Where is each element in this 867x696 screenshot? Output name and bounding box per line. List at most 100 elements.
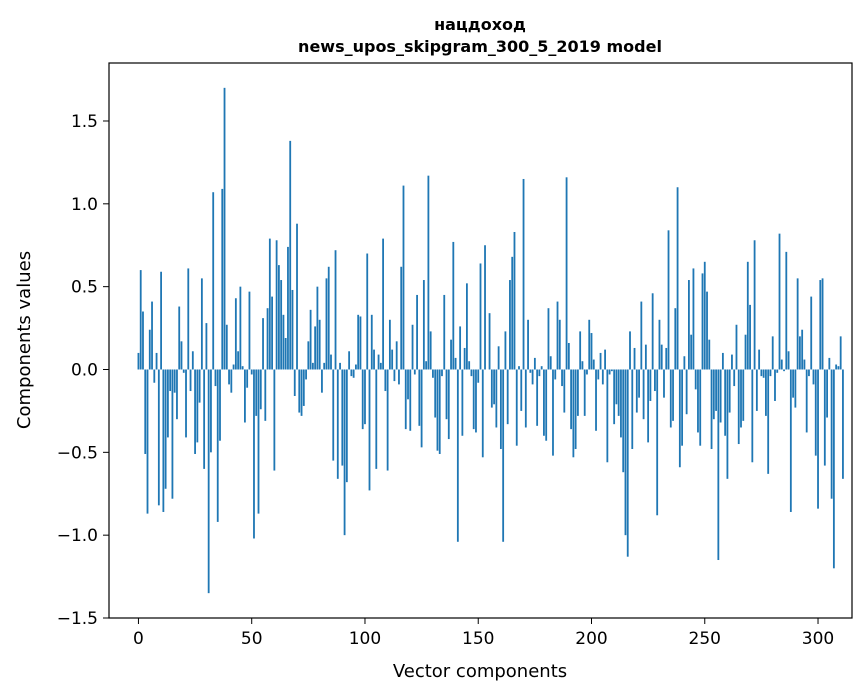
bar <box>164 369 167 489</box>
bar <box>348 351 351 370</box>
bar <box>203 369 206 469</box>
bar <box>579 331 582 370</box>
bar <box>769 369 772 377</box>
bar <box>735 324 738 370</box>
bar <box>719 369 722 423</box>
bar <box>746 261 749 370</box>
bar <box>302 369 305 406</box>
bar <box>577 369 579 416</box>
bar <box>601 369 604 385</box>
y-tick-label: −1.5 <box>57 609 98 629</box>
bar <box>316 286 319 370</box>
bar <box>434 369 437 418</box>
bar <box>755 369 758 411</box>
bar <box>400 266 403 370</box>
plot-frame <box>108 62 853 619</box>
bar <box>638 369 640 398</box>
bar <box>574 369 577 450</box>
bar <box>153 369 156 383</box>
bar <box>493 369 495 405</box>
bar <box>413 369 416 375</box>
bar <box>536 369 539 426</box>
bar <box>549 356 552 370</box>
bar <box>205 323 208 370</box>
y-tick-label: 1.0 <box>71 195 98 215</box>
bar <box>239 286 242 370</box>
bar <box>332 369 335 461</box>
bar <box>774 369 776 401</box>
bar <box>540 366 543 370</box>
bar <box>640 301 643 370</box>
bar <box>327 266 330 370</box>
bar <box>418 369 421 426</box>
bar <box>402 185 405 370</box>
bar <box>635 369 638 413</box>
bar <box>533 357 536 370</box>
bar <box>277 265 280 370</box>
bar <box>520 369 523 411</box>
bar <box>146 369 149 514</box>
bar <box>361 369 364 430</box>
bar <box>359 316 362 370</box>
bar <box>137 352 140 370</box>
bar <box>447 369 450 440</box>
bar <box>253 369 255 539</box>
bar <box>481 369 484 458</box>
y-tick-label: 0.5 <box>71 278 98 298</box>
bar <box>502 369 505 542</box>
bar <box>692 268 695 370</box>
bar <box>287 246 289 370</box>
bar <box>765 369 767 416</box>
bar <box>642 369 645 420</box>
bar <box>656 369 659 516</box>
bar <box>479 263 482 370</box>
bar <box>307 341 310 370</box>
bar <box>595 369 597 431</box>
bar <box>157 369 160 506</box>
bar <box>543 369 545 436</box>
bar <box>382 238 384 370</box>
bar <box>499 369 502 450</box>
bar <box>531 369 534 385</box>
bar <box>620 369 622 438</box>
x-tick-label: 250 <box>689 629 721 649</box>
bar <box>366 253 369 370</box>
bar <box>463 347 466 370</box>
bar <box>733 369 736 387</box>
x-tick-label: 200 <box>575 629 607 649</box>
bar <box>262 318 264 370</box>
bar <box>216 369 219 522</box>
bar <box>665 347 668 370</box>
bar <box>522 178 525 370</box>
bar <box>386 369 389 471</box>
bar <box>817 369 819 509</box>
bar <box>289 140 292 370</box>
bar <box>466 283 468 370</box>
bar <box>710 369 713 450</box>
bar <box>212 192 215 370</box>
bar <box>570 369 573 430</box>
bar <box>812 369 815 385</box>
bar <box>194 369 196 454</box>
bar <box>407 369 409 400</box>
bar <box>436 369 439 451</box>
bar <box>370 314 373 370</box>
bar <box>246 369 249 388</box>
x-tick-label: 50 <box>241 629 263 649</box>
bar <box>228 369 230 385</box>
bar <box>450 339 452 370</box>
bar <box>325 278 328 370</box>
bar <box>556 301 559 370</box>
bar <box>151 301 153 370</box>
bar <box>210 369 212 453</box>
bar <box>669 369 672 428</box>
bar <box>794 369 797 408</box>
bar <box>610 369 613 372</box>
bar <box>597 369 600 380</box>
bar <box>275 240 278 370</box>
bar <box>280 280 283 370</box>
bar <box>701 273 704 370</box>
bar <box>266 308 269 370</box>
y-tick-label: 0.0 <box>71 360 98 380</box>
bar <box>647 369 650 443</box>
